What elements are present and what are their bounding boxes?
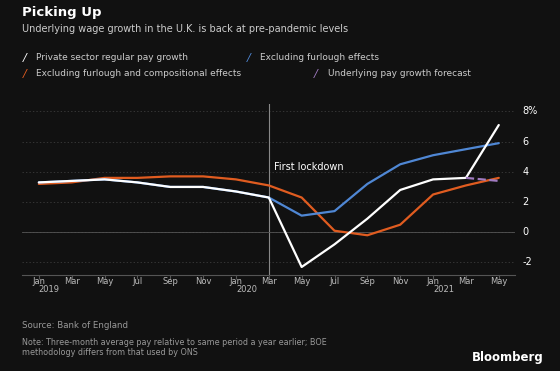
Text: Sep: Sep [162,277,178,286]
Text: Private sector regular pay growth: Private sector regular pay growth [36,53,188,62]
Text: 8%: 8% [522,106,538,116]
Text: Mar: Mar [458,277,474,286]
Text: Jan: Jan [32,277,45,286]
Text: Source: Bank of England: Source: Bank of England [22,321,128,330]
Text: Jan: Jan [427,277,440,286]
Text: 2020: 2020 [236,285,257,294]
Text: /: / [314,69,318,79]
Text: Excluding furlough effects: Excluding furlough effects [260,53,380,62]
Text: First lockdown: First lockdown [274,162,343,172]
Text: 2019: 2019 [39,285,60,294]
Text: Note: Three-month average pay relative to same period a year earlier; BOE
method: Note: Three-month average pay relative t… [22,338,327,357]
Text: /: / [246,53,250,63]
Text: Excluding furlough and compositional effects: Excluding furlough and compositional eff… [36,69,241,78]
Text: Mar: Mar [261,277,277,286]
Text: Jan: Jan [230,277,242,286]
Text: Sep: Sep [360,277,375,286]
Text: Jul: Jul [132,277,142,286]
Text: Nov: Nov [195,277,211,286]
Text: May: May [490,277,507,286]
Text: May: May [293,277,310,286]
Text: 2: 2 [522,197,529,207]
Text: Underlying wage growth in the U.K. is back at pre-pandemic levels: Underlying wage growth in the U.K. is ba… [22,24,348,34]
Text: Nov: Nov [392,277,408,286]
Text: 6: 6 [522,137,529,147]
Text: 4: 4 [522,167,529,177]
Text: 2021: 2021 [433,285,454,294]
Text: -2: -2 [522,257,533,267]
Text: /: / [22,53,26,63]
Text: May: May [96,277,113,286]
Text: /: / [22,69,26,79]
Text: Picking Up: Picking Up [22,6,102,19]
Text: Mar: Mar [64,277,80,286]
Text: Bloomberg: Bloomberg [472,351,543,364]
Text: Underlying pay growth forecast: Underlying pay growth forecast [328,69,470,78]
Text: 0: 0 [522,227,529,237]
Text: Jul: Jul [329,277,339,286]
